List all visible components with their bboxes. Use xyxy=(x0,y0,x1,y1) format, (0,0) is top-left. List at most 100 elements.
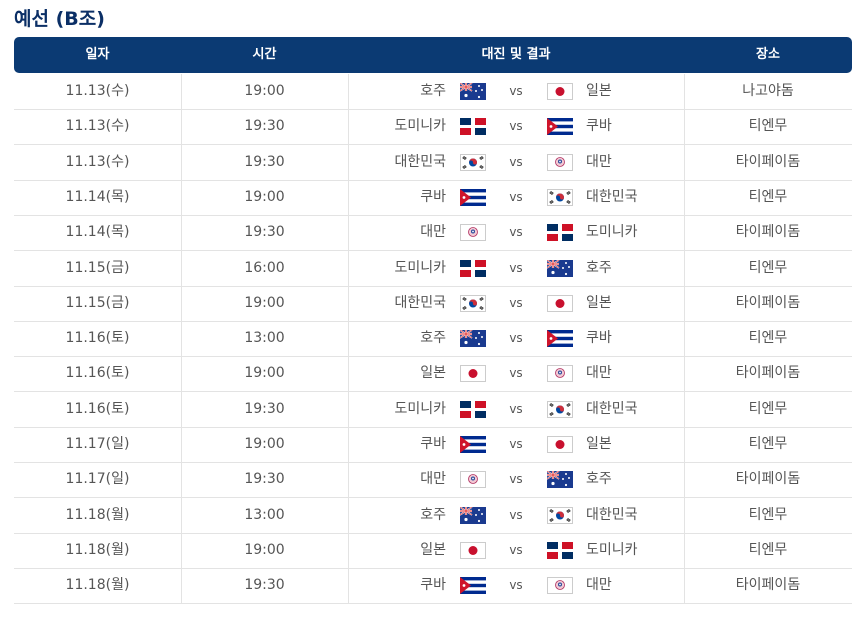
time: 19:00 xyxy=(244,365,285,382)
cell-divider xyxy=(348,497,349,533)
flag xyxy=(460,154,486,171)
time: 13:00 xyxy=(244,330,285,347)
date: 11.13(수) xyxy=(65,83,130,99)
cell-divider xyxy=(684,285,685,321)
team-away: 대만 xyxy=(586,153,612,170)
versus: vs xyxy=(509,84,523,98)
versus: vs xyxy=(509,401,523,416)
flag xyxy=(547,330,573,347)
cell-divider xyxy=(348,427,349,462)
table-row: 11.13(수) 19:30 대한민국 vs 대만 타이페이돔 xyxy=(14,144,852,181)
cell-divider xyxy=(181,109,182,145)
cell-divider xyxy=(348,215,349,251)
team-away: 대한민국 xyxy=(586,400,638,417)
team-away: 일본 xyxy=(586,294,612,311)
venue: 티엔무 xyxy=(748,400,788,417)
cell-divider xyxy=(684,215,685,251)
team-home: 도미니카 xyxy=(394,259,446,276)
date: 11.16(토) xyxy=(65,365,130,382)
flag xyxy=(460,295,486,312)
team-away: 도미니카 xyxy=(586,541,638,558)
venue: 타이페이돔 xyxy=(735,471,801,488)
cell-divider xyxy=(181,215,182,251)
team-home: 대만 xyxy=(420,224,446,241)
date: 11.13(수) xyxy=(65,118,130,135)
venue: 타이페이돔 xyxy=(735,577,801,594)
flag xyxy=(547,542,573,559)
cell-divider xyxy=(181,144,182,180)
versus: vs xyxy=(509,437,523,451)
table-row: 11.18(월) 19:30 쿠바 vs 대만 타이페이돔 xyxy=(14,568,852,605)
date: 11.17(일) xyxy=(65,471,130,488)
venue: 타이페이돔 xyxy=(735,224,801,241)
flag xyxy=(460,507,486,524)
flag xyxy=(460,542,486,559)
flag xyxy=(460,365,486,382)
team-home: 도미니카 xyxy=(394,400,446,417)
time: 19:00 xyxy=(244,83,285,99)
cell-divider xyxy=(181,321,182,357)
cell-divider xyxy=(348,179,349,215)
versus: vs xyxy=(509,331,523,346)
table-row: 11.13(수) 19:30 도미니카 vs 쿠바 티엔무 xyxy=(14,109,852,146)
versus: vs xyxy=(509,578,523,593)
date: 11.18(월) xyxy=(65,577,130,594)
table-row: 11.16(토) 13:00 호주 vs 쿠바 티엔무 xyxy=(14,321,852,358)
team-home: 대만 xyxy=(420,471,446,488)
table-row: 11.17(일) 19:00 쿠바 vs 일본 티엔무 xyxy=(14,427,852,463)
flag xyxy=(547,154,573,171)
flag xyxy=(547,295,573,312)
team-home: 일본 xyxy=(420,541,446,558)
versus: vs xyxy=(509,260,523,275)
flag xyxy=(547,436,573,453)
table-row: 11.16(토) 19:00 일본 vs 대만 타이페이돔 xyxy=(14,356,852,393)
cell-divider xyxy=(181,74,182,109)
cell-divider xyxy=(348,532,349,568)
cell-divider xyxy=(348,285,349,321)
cell-divider xyxy=(348,568,349,604)
date: 11.14(목) xyxy=(65,224,130,241)
team-away: 일본 xyxy=(586,436,612,452)
cell-divider xyxy=(181,356,182,392)
header-cell: 장소 xyxy=(756,47,780,62)
versus: vs xyxy=(509,366,523,381)
cell-divider xyxy=(684,427,685,462)
table-row: 11.18(월) 19:00 일본 vs 도미니카 티엔무 xyxy=(14,532,852,569)
cell-divider xyxy=(181,462,182,498)
table-row: 11.16(토) 19:30 도미니카 vs 대한민국 티엔무 xyxy=(14,391,852,428)
versus: vs xyxy=(509,472,523,487)
cell-divider xyxy=(348,462,349,498)
table-header: 일자 시간 대진 및 결과 장소 xyxy=(14,37,852,73)
time: 19:30 xyxy=(244,224,285,241)
flag xyxy=(460,83,486,100)
flag xyxy=(460,189,486,206)
cell-divider xyxy=(684,321,685,357)
team-home: 도미니카 xyxy=(394,118,446,135)
flag xyxy=(547,118,573,135)
cell-divider xyxy=(181,427,182,462)
versus: vs xyxy=(509,189,523,204)
header-cell: 시간 xyxy=(252,47,277,62)
team-away: 대만 xyxy=(586,577,612,594)
cell-divider xyxy=(348,74,349,109)
table-row: 11.13(수) 19:00 호주 vs 일본 나고야돔 xyxy=(14,74,852,110)
flag xyxy=(460,260,486,277)
flag xyxy=(547,224,573,241)
table-row: 11.15(금) 19:00 대한민국 vs 일본 타이페이돔 xyxy=(14,285,852,322)
cell-divider xyxy=(684,179,685,215)
time: 19:30 xyxy=(244,577,285,594)
team-home: 쿠바 xyxy=(420,436,446,452)
date: 11.15(금) xyxy=(65,294,130,311)
date: 11.18(월) xyxy=(65,541,130,558)
flag xyxy=(460,577,486,594)
cell-divider xyxy=(181,391,182,427)
cell-divider xyxy=(181,532,182,568)
versus: vs xyxy=(509,225,523,240)
cell-divider xyxy=(684,74,685,109)
header-cell: 일자 xyxy=(85,47,110,62)
venue: 티엔무 xyxy=(748,506,788,523)
cell-divider xyxy=(181,250,182,286)
cell-divider xyxy=(348,391,349,427)
team-away: 호주 xyxy=(586,259,612,276)
flag xyxy=(460,471,486,488)
